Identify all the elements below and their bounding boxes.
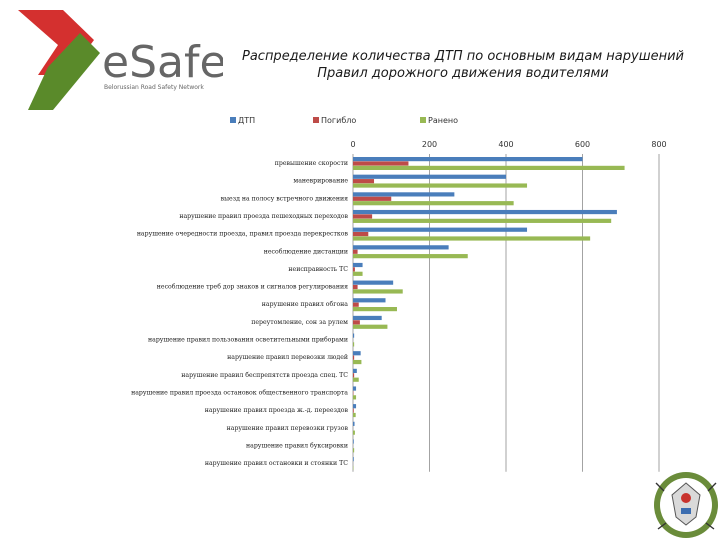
- bar: [353, 302, 359, 307]
- category-label: нарушение правил буксировки: [246, 442, 348, 449]
- bar: [353, 457, 354, 462]
- bar-chart: ДТП Погибло Ранено 0 200 400 600 800 превышение …: [131, 116, 667, 472]
- category-label: нарушение правил проезда остановок общес…: [131, 389, 348, 396]
- bar: [353, 386, 357, 391]
- category-label: выезд на полосу встречного движения: [221, 195, 348, 202]
- bar: [353, 165, 625, 170]
- bar: [353, 324, 388, 329]
- bar: [353, 209, 617, 215]
- x-tick-label: 200: [422, 140, 437, 149]
- bar: [353, 298, 386, 303]
- bar: [353, 179, 375, 184]
- legend-label: ДТП: [238, 116, 255, 125]
- bar: [353, 196, 392, 201]
- x-tick-label: 0: [350, 140, 355, 149]
- bar: [353, 227, 528, 232]
- category-label: нарушение правил обгона: [262, 301, 349, 308]
- bar: [353, 439, 354, 444]
- logo-mark-green: [28, 33, 100, 110]
- x-tick-label: 600: [575, 140, 590, 149]
- bar: [353, 368, 357, 373]
- bar: [353, 430, 355, 435]
- bar: [353, 373, 355, 378]
- bar: [353, 404, 357, 409]
- bar: [353, 214, 373, 219]
- legend-swatch: [420, 117, 426, 123]
- bar: [353, 249, 358, 254]
- legend-label: Погибло: [321, 116, 356, 125]
- bar: [353, 315, 382, 321]
- category-label: превышение скорости: [275, 160, 348, 167]
- bar: [353, 377, 359, 382]
- esafe-logo: eSafe Belorussian Road Safety Network: [18, 10, 223, 110]
- bar: [353, 342, 355, 347]
- category-label: нарушение очередности проезда, правил пр…: [137, 231, 349, 238]
- category-label: нарушение правил проезда ж.-д. переездов: [205, 407, 349, 414]
- bar: [353, 359, 362, 365]
- bar: [353, 307, 397, 312]
- bar: [353, 254, 468, 259]
- bar: [353, 408, 354, 413]
- category-label: переутомление, сон за рулем: [251, 319, 348, 326]
- category-label: несоблюдение треб дор знаков и сигналов …: [157, 284, 348, 291]
- bar: [353, 232, 369, 237]
- title-line-2: Правил дорожного движения водителями: [317, 66, 609, 81]
- legend-swatch: [230, 117, 236, 123]
- bar: [353, 320, 360, 325]
- bar: [353, 262, 363, 268]
- logo-tagline: Belorussian Road Safety Network: [104, 84, 204, 91]
- bar: [353, 157, 583, 162]
- bar: [353, 267, 355, 272]
- category-label: нарушение правил беспрепятств проезда сп…: [181, 372, 348, 379]
- bar: [353, 161, 409, 166]
- category-label: маневрирование: [293, 178, 348, 185]
- bar: [353, 289, 403, 294]
- bar: [353, 412, 356, 418]
- bar: [353, 201, 514, 206]
- category-label: неисправность ТС: [288, 266, 348, 273]
- legend-label: Ранено: [428, 116, 458, 125]
- logo-wordmark: eSafe: [102, 37, 223, 88]
- category-label: нарушение правил остановки и стоянки ТС: [205, 460, 348, 467]
- bar: [353, 192, 455, 197]
- bar: [353, 218, 612, 223]
- category-label: несоблюдение дистанции: [264, 248, 348, 255]
- page-title: Распределение количества ДТП по основным…: [228, 48, 698, 82]
- x-tick-label: 400: [498, 140, 513, 149]
- bar: [353, 280, 394, 285]
- legend-swatch: [313, 117, 319, 123]
- bar: [353, 355, 355, 360]
- bar: [353, 448, 355, 453]
- category-label: нарушение правил перевозки грузов: [227, 425, 349, 432]
- bar: [353, 421, 355, 426]
- bar: [353, 245, 449, 250]
- bar: [353, 351, 361, 356]
- emblem-icon: [654, 472, 718, 538]
- category-label: нарушение правил проезда пешеходных пере…: [179, 213, 348, 220]
- bar: [353, 183, 528, 188]
- bar: [353, 236, 591, 241]
- x-tick-label: 800: [651, 140, 666, 149]
- bar: [353, 271, 363, 276]
- category-label: нарушение правил пользования осветительн…: [148, 337, 348, 344]
- category-label: нарушение правил перевозки людей: [227, 354, 348, 361]
- title-line-1: Распределение количества ДТП по основным…: [241, 49, 684, 64]
- bar: [353, 395, 357, 400]
- bar: [353, 174, 506, 179]
- bar: [353, 284, 358, 290]
- bar: [353, 333, 355, 338]
